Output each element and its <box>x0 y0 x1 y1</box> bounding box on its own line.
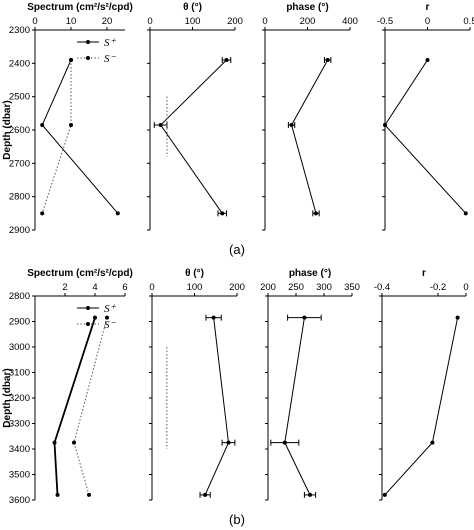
panel-2: θ (°) 0 100 200 <box>147 2 243 231</box>
y-tick-label: 3100 <box>9 368 30 379</box>
y-axis-label: Depth (dbar) <box>2 100 13 159</box>
series-line <box>291 59 329 214</box>
x-tick-label: 0 <box>147 16 152 27</box>
x-tick-label: -0.2 <box>430 282 446 293</box>
y-tick-label: 2600 <box>9 125 30 136</box>
panel-title: r <box>426 2 430 13</box>
panel-3: phase (°) 0 200 400 <box>262 2 358 231</box>
panel-1: Spectrum (cm²/s²/cpd) 2 4 6 2800 2900 3000 3100… <box>9 268 133 506</box>
y-tick-label: 3200 <box>9 393 30 404</box>
x-tick-label: 350 <box>344 282 360 293</box>
data-point <box>115 211 120 216</box>
y-tick-label: 3500 <box>9 470 30 481</box>
legend-label: S⁻ <box>104 53 117 65</box>
y-tick-label: 3600 <box>9 495 30 506</box>
y-tick-label: 3400 <box>9 444 30 455</box>
data-point <box>383 123 387 127</box>
panel-3: phase (°) 200 250 300 350 <box>260 268 360 501</box>
y-tick-label: 2400 <box>9 58 30 69</box>
data-point <box>55 492 60 497</box>
figure-caption: (a) <box>229 242 245 257</box>
chart-b: Depth (dbar) Spectrum (cm²/s²/cpd) 2 4 6 2800… <box>2 268 469 527</box>
panel-title: θ (°) <box>185 268 204 279</box>
panel-4: r -0.4 -0.2 0 <box>374 268 469 501</box>
series-line <box>73 317 108 496</box>
x-tick-label: 0 <box>425 16 430 27</box>
legend-label: S⁺ <box>104 303 117 315</box>
data-point <box>69 58 73 62</box>
series-line <box>41 59 119 214</box>
x-tick-label: 20 <box>102 16 113 27</box>
data-point <box>93 315 97 320</box>
data-point <box>105 315 109 320</box>
legend-label: S⁻ <box>104 319 117 331</box>
legend-label: S⁺ <box>104 37 117 49</box>
legend-marker <box>86 56 90 60</box>
series-line <box>384 59 467 214</box>
y-tick-label: 2800 <box>9 192 30 203</box>
panel-title: θ (°) <box>183 2 202 13</box>
x-tick-label: 100 <box>185 16 201 27</box>
x-tick-label: 0.5 <box>463 16 474 27</box>
data-point <box>463 211 468 216</box>
series-line <box>284 317 311 496</box>
y-tick-label: 2300 <box>9 25 30 36</box>
data-point <box>455 315 460 320</box>
legend-marker <box>86 40 90 44</box>
x-tick-label: 4 <box>92 282 97 293</box>
figure-caption: (b) <box>229 512 245 527</box>
chart-a: Depth (dbar) Spectrum (cm²/s²/cpd) 0 10 20 23… <box>2 2 474 257</box>
data-point <box>87 492 91 497</box>
data-point <box>40 211 45 216</box>
series-line <box>53 317 96 495</box>
x-tick-label: 250 <box>288 282 304 293</box>
x-tick-label: 0 <box>262 16 267 27</box>
x-tick-label: -0.4 <box>374 282 390 293</box>
panel-title: phase (°) <box>286 2 328 13</box>
y-tick-label: 3300 <box>9 419 30 430</box>
y-tick-label: 2700 <box>9 158 30 169</box>
y-tick-label: 2900 <box>9 225 30 236</box>
legend-marker <box>86 322 90 326</box>
data-point <box>40 123 45 127</box>
series-line <box>41 60 72 214</box>
y-tick-label: 3000 <box>9 342 30 353</box>
x-tick-label: 200 <box>227 16 243 27</box>
data-point <box>425 58 430 62</box>
panel-title: Spectrum (cm²/s²/cpd) <box>27 2 133 13</box>
series-line <box>159 59 227 214</box>
x-tick-label: 200 <box>300 16 316 27</box>
series-line <box>384 317 459 496</box>
x-tick-label: 200 <box>260 282 276 293</box>
data-point <box>72 440 76 445</box>
x-tick-label: 200 <box>229 282 245 293</box>
x-tick-label: 6 <box>122 282 127 293</box>
x-tick-label: 100 <box>187 282 203 293</box>
panel-2: θ (°) 0 100 200 <box>149 268 245 501</box>
series-line <box>204 317 230 496</box>
x-tick-label: 400 <box>342 16 358 27</box>
panel-title: Spectrum (cm²/s²/cpd) <box>27 268 133 279</box>
data-point <box>52 440 57 445</box>
data-point <box>430 440 435 445</box>
x-tick-label: 2 <box>62 282 67 293</box>
y-tick-label: 2900 <box>9 317 30 328</box>
panel-title: phase (°) <box>289 268 331 279</box>
y-tick-label: 2500 <box>9 92 30 103</box>
panel-4: r -0.5 0 0.5 <box>377 2 474 231</box>
x-tick-label: 300 <box>316 282 332 293</box>
x-tick-label: 0 <box>149 282 154 293</box>
data-point <box>69 123 73 127</box>
y-tick-label: 2800 <box>9 291 30 302</box>
data-point <box>382 492 387 497</box>
y-axis-label: Depth (dbar) <box>2 368 13 427</box>
legend-marker <box>86 306 90 310</box>
x-tick-label: 0 <box>32 16 37 27</box>
x-tick-label: 10 <box>66 16 77 27</box>
x-tick-label: 0 <box>463 282 468 293</box>
panel-1: Spectrum (cm²/s²/cpd) 0 10 20 2300 2400 2500 26… <box>9 2 133 236</box>
panel-title: r <box>422 268 426 279</box>
x-tick-label: -0.5 <box>377 16 393 27</box>
